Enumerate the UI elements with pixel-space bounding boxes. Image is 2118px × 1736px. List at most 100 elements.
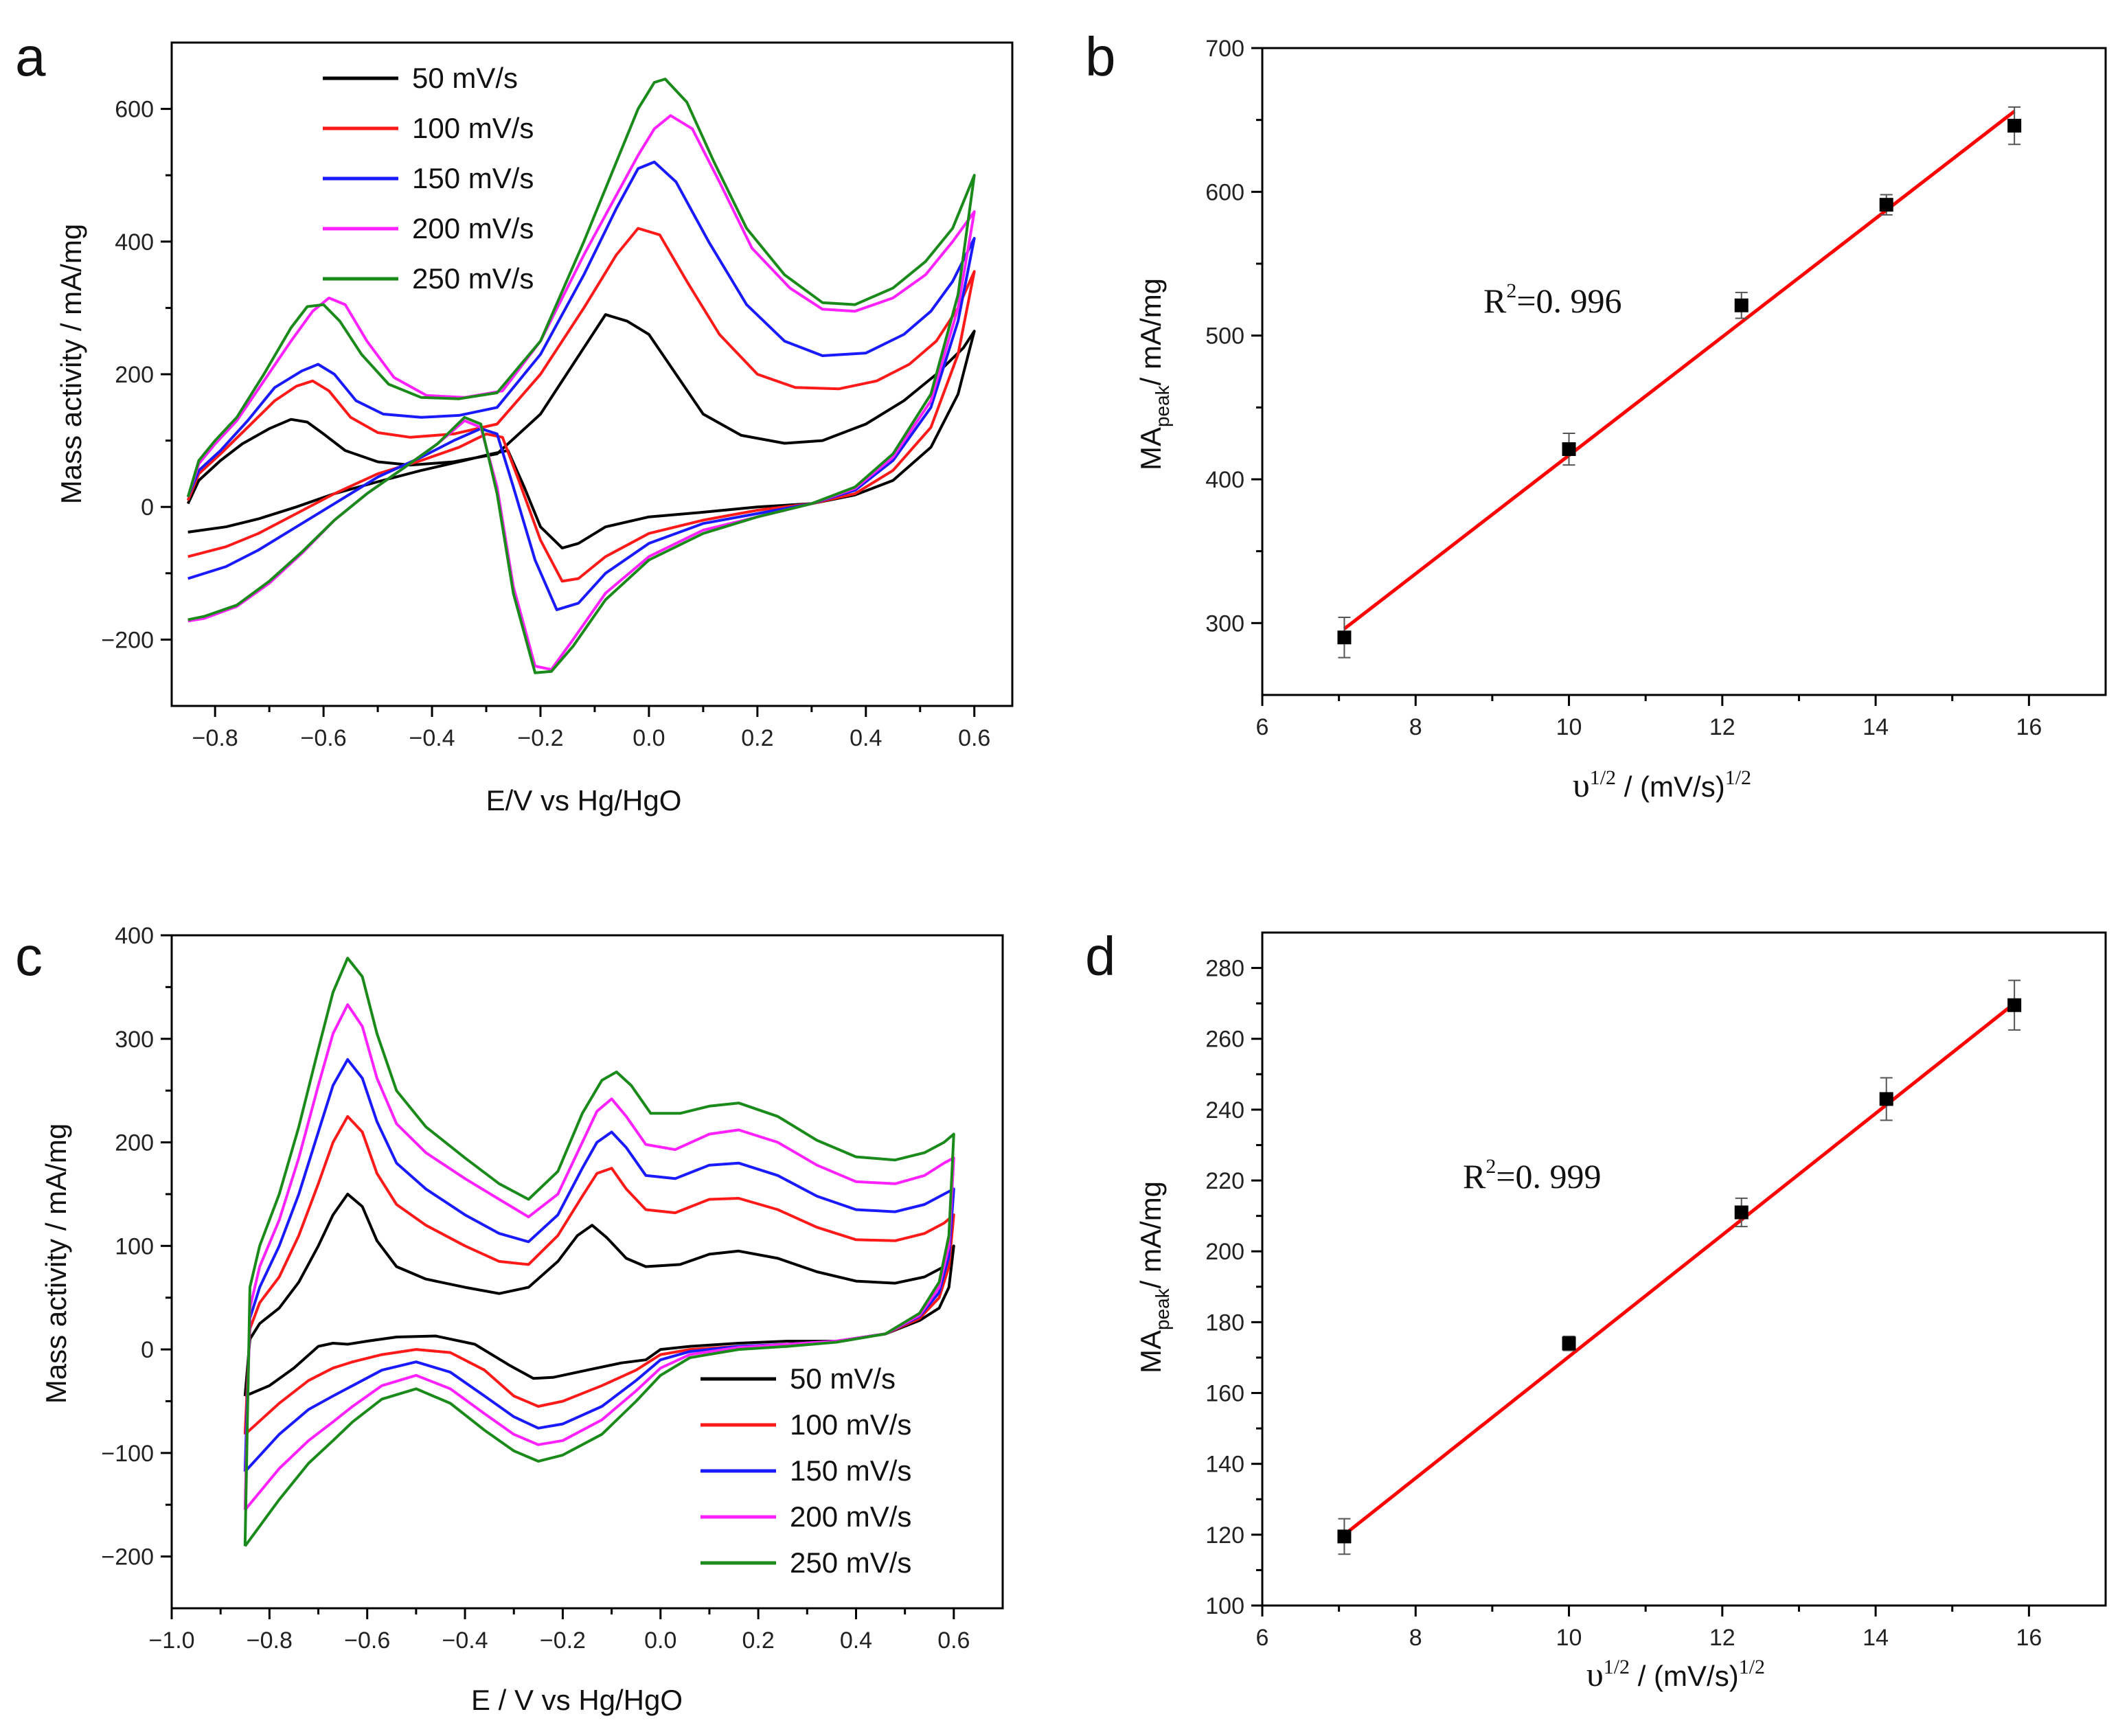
panel-a-legend-label: 150 mV/s [412,162,534,194]
panel-d-ylabel-sub: peak [1152,1288,1173,1330]
panel-c-xtick-label: −0.2 [540,1628,586,1654]
panel-d-plot-area: 6 8 10 12 14 16 100 120 140 160 180 200 220 240 260 280 [1205,931,2107,1651]
panel-b-xtick-label: 16 [2016,714,2042,740]
panel-d-data-point [1879,1092,1893,1106]
panel-b-xlabel-main: υ [1573,766,1590,804]
panel-b-fit-line [1343,110,2016,630]
panel-b-xlabel: υ1/2 / (mV/s)1/2 [1573,766,1751,804]
panel-c-xtick-label: −1.0 [148,1628,194,1654]
panel-a-ytick-label: −200 [101,627,154,653]
panel-b-xtick-label: 6 [1256,714,1269,740]
panel-d-letter: d [1085,926,1116,987]
panel-c-ytick-label: 300 [115,1027,154,1053]
panel-d-r2-sup: 2 [1485,1155,1496,1178]
panel-b-ylabel-rest: / mA/mg [1135,278,1167,385]
panel-b-ytick-label: 500 [1205,323,1244,350]
panel-b-ytick-label: 600 [1205,179,1244,205]
panel-d-ytick-label: 120 [1205,1522,1244,1549]
panel-b-r2-main: R [1483,282,1507,320]
panel-a-plot-area: −0.8 −0.6 −0.4 −0.2 0.0 0.2 0.4 0.6 −200 0 200 400 6… [101,41,1014,751]
panel-b-xlabel-sup: 1/2 [1590,766,1616,789]
panel-a: a −0.8 −0.6 −0.4 −0.2 0.0 0.2 0.4 0.6 −200 0 200 40… [15,26,1014,816]
panel-b-ytick-label: 400 [1205,467,1244,493]
panel-d-xtick-label: 6 [1256,1625,1269,1651]
panel-a-ytick-label: 0 [141,494,154,521]
panel-b-data-point [1337,630,1352,645]
panel-c-xtick-label: −0.4 [442,1628,488,1654]
panel-a-legend-label: 250 mV/s [412,262,534,295]
panel-c-series-250-line [243,957,955,1547]
panel-d-r2-main: R [1463,1157,1486,1196]
panel-b-r2-annotation: R2=0. 996 [1483,279,1622,320]
panel-c-ytick-label: 200 [115,1130,154,1156]
panel-a-xtick-label: −0.6 [301,725,347,751]
panel-c-ylabel: Mass activity / mA/mg [40,1123,72,1404]
panel-d-ytick-label: 140 [1205,1452,1244,1478]
panel-c-legend-label: 50 mV/s [790,1362,896,1395]
panel-a-xtick-label: −0.2 [517,725,563,751]
panel-a-series-250-line [186,78,976,674]
panel-a-ytick-label: 400 [115,229,154,255]
panel-b-xtick-label: 12 [1709,714,1735,740]
panel-b-ytick-label: 700 [1205,36,1244,62]
panel-a-ytick-label: 200 [115,362,154,388]
panel-c-xlabel: E / V vs Hg/HgO [471,1684,683,1716]
panel-a-series-200-line [186,114,976,671]
panel-d-xlabel-sup2: 1/2 [1739,1656,1765,1678]
panel-c-series-200-line [243,1003,955,1511]
panel-c-ytick-label: −100 [101,1441,154,1467]
panel-d-ytick-label: 160 [1205,1381,1244,1407]
panel-b-data-point [2007,119,2022,133]
panel-b-ylabel-main: MA [1135,427,1167,470]
panel-d-data-point [1562,1336,1576,1351]
panel-a-ylabel: Mass activity / mA/mg [55,224,87,504]
panel-d: d 6 8 10 12 14 16 100 120 140 160 180 200 220 240 260 2… [1085,926,2107,1693]
panel-c-legend: 50 mV/s 100 mV/s 150 mV/s 200 mV/s 250 mV/s [701,1362,911,1579]
panel-d-data-point [1734,1205,1749,1220]
panel-c-xtick-label: −0.8 [247,1628,293,1654]
panel-c-ytick-label: −200 [101,1544,154,1571]
panel-a-series-150-line [186,160,976,611]
panel-c-plot-area: −1.0 −0.8 −0.6 −0.4 −0.2 0.0 0.2 0.4 0.6 −200 −100… [101,923,1004,1654]
panel-b-plot-area: 6 8 10 12 14 16 300 400 500 600 700 [1205,36,2107,740]
panel-d-ytick-label: 240 [1205,1097,1244,1123]
panel-b-letter: b [1085,26,1116,87]
panel-d-ytick-label: 220 [1205,1168,1244,1194]
panel-d-xtick-label: 10 [1556,1625,1582,1651]
panel-d-r2-rest: =0. 999 [1496,1157,1601,1196]
panel-a-series-100-line [186,227,976,583]
panel-b-xtick-label: 14 [1863,714,1889,740]
panel-b-ylabel: MApeak/ mA/mg [1135,278,1173,470]
panel-d-ylabel: MApeak/ mA/mg [1135,1181,1173,1373]
panel-d-frame [1261,931,2107,1607]
panel-d-xlabel-main: υ [1586,1655,1604,1693]
panel-a-xlabel: E/V vs Hg/HgO [486,784,682,816]
panel-a-xtick-label: 0.2 [741,725,773,751]
panel-b-xtick-label: 10 [1556,714,1582,740]
panel-c-xtick-label: 0.4 [840,1628,872,1654]
panel-a-legend-label: 200 mV/s [412,212,534,244]
panel-d-data-point [2007,998,2022,1012]
panel-c-frame [170,934,1004,1610]
panel-c-legend-label: 150 mV/s [790,1454,911,1487]
panel-a-ytick-label: 600 [115,97,154,123]
panel-d-ytick-label: 200 [1205,1239,1244,1265]
panel-c-legend-label: 100 mV/s [790,1408,911,1441]
panel-c-series-150-line [243,1058,955,1473]
panel-b-xlabel-mid: / (mV/s) [1616,770,1725,803]
panel-c-series-100-line [243,1115,955,1436]
panel-d-ytick-label: 100 [1205,1593,1244,1619]
panel-c-legend-label: 200 mV/s [790,1500,911,1533]
panel-d-xlabel-sup: 1/2 [1604,1656,1630,1678]
panel-d-xtick-label: 12 [1709,1625,1735,1651]
panel-b-ylabel-sub: peak [1152,385,1173,427]
panel-b-r2-sup: 2 [1506,279,1516,302]
panel-c-letter: c [15,926,43,987]
panel-b-r2-rest: =0. 996 [1516,282,1621,320]
panel-c: c −1.0 −0.8 −0.6 −0.4 −0.2 0.0 0.2 0.4 0.6−200−1… [15,923,1004,1716]
panel-b-xlabel-sup2: 1/2 [1725,766,1751,789]
panel-a-letter: a [15,26,46,87]
panel-c-xtick-label: −0.6 [344,1628,390,1654]
panel-d-ylabel-rest: / mA/mg [1135,1181,1167,1288]
